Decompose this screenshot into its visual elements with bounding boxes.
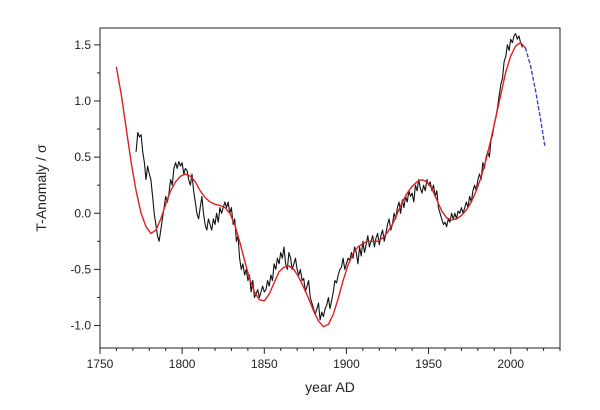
series-layer bbox=[115, 33, 546, 328]
x-tick-label: 1800 bbox=[169, 357, 196, 371]
y-axis-title: T-Anomaly / σ bbox=[33, 144, 49, 232]
x-tick-label: 1750 bbox=[87, 357, 114, 371]
plot-frame bbox=[99, 27, 561, 349]
y-tick-label: -1.0 bbox=[70, 319, 91, 333]
x-tick-label: 1900 bbox=[333, 357, 360, 371]
y-tick-label: 0.0 bbox=[74, 206, 91, 220]
y-tick-label: 1.5 bbox=[74, 38, 91, 52]
y-tick-label: 0.5 bbox=[74, 150, 91, 164]
smoothed-fit-line bbox=[115, 41, 527, 328]
axis-ticks: 1750 1800 1850 1900 1950 2000 -1.0 -0.5 0.0 0.5 1.… bbox=[70, 38, 561, 371]
x-tick-label: 2000 bbox=[497, 357, 524, 371]
y-tick-label: 1.0 bbox=[74, 94, 91, 108]
x-axis-title: year AD bbox=[305, 379, 355, 395]
projection-line bbox=[524, 47, 546, 149]
y-tick-label: -0.5 bbox=[70, 262, 91, 276]
x-tick-label: 1850 bbox=[251, 357, 278, 371]
data-series-line bbox=[135, 33, 523, 321]
x-tick-label: 1950 bbox=[415, 357, 442, 371]
